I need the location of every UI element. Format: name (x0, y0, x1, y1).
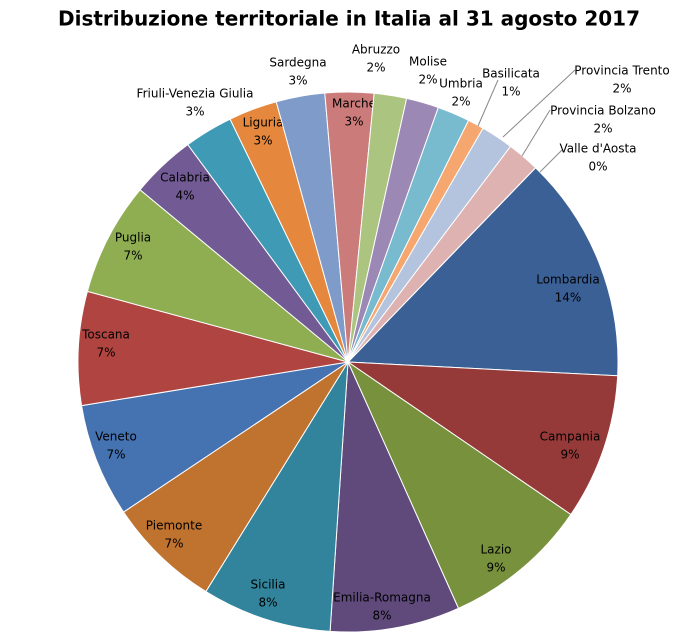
slice-value-label: 2% (366, 61, 385, 75)
slice-label: Calabria (160, 171, 210, 185)
slice-label: Provincia Bolzano (550, 104, 656, 118)
slice-label: Veneto (95, 430, 137, 444)
slice-value-label: 3% (253, 134, 272, 148)
slice-value-label: 4% (175, 189, 194, 203)
leader-line (521, 109, 551, 157)
slice-value-label: 0% (588, 160, 607, 174)
slice-label: Lombardia (536, 273, 600, 287)
slice-label: Basilicata (482, 67, 540, 81)
slice-label: Sicilia (251, 578, 286, 592)
slice-label: Abruzzo (352, 43, 400, 57)
slice-value-label: 7% (96, 346, 115, 360)
slice-label: Liguria (243, 116, 284, 130)
slice-label: Marche (332, 97, 376, 111)
slice-label: Puglia (115, 231, 151, 245)
pie-slice (86, 189, 349, 363)
slice-value-label: 7% (123, 249, 142, 263)
pie-slice (346, 360, 572, 610)
slice-label: Valle d'Aosta (559, 142, 636, 156)
slice-label: Sardegna (269, 56, 326, 70)
slice-value-label: 8% (372, 609, 391, 623)
pie-slice (347, 145, 537, 363)
slice-value-label: 2% (593, 122, 612, 136)
slice-value-label: 2% (451, 95, 470, 109)
slice-label: Molise (409, 55, 447, 69)
slice-label: Friuli-Venezia Giulia (137, 87, 254, 101)
slice-label: Campania (540, 430, 601, 444)
slice-value-label: 2% (418, 73, 437, 87)
slice-value-label: 9% (560, 448, 579, 462)
slice-value-label: 8% (258, 596, 277, 610)
leader-line (502, 69, 576, 138)
slice-value-label: 3% (288, 74, 307, 88)
slice-value-label: 14% (555, 291, 582, 305)
slice-value-label: 7% (164, 537, 183, 551)
slice-value-label: 9% (486, 561, 505, 575)
slice-label: Provincia Trento (574, 64, 669, 78)
slice-value-label: 7% (106, 448, 125, 462)
pie-slice (346, 361, 619, 516)
leader-line (539, 149, 563, 173)
slice-label: Toscana (81, 328, 130, 342)
slice-value-label: 3% (344, 115, 363, 129)
chart-title: Distribuzione territoriale in Italia al … (58, 7, 640, 31)
slice-label: Piemonte (146, 519, 202, 533)
pie-slice (329, 361, 460, 633)
pie-slice (122, 361, 349, 593)
slice-value-label: 2% (612, 82, 631, 96)
pie-slice (205, 361, 349, 632)
slice-value-label: 1% (501, 85, 520, 99)
slice-label: Emilia-Romagna (333, 591, 431, 605)
slice-label: Umbria (439, 77, 483, 91)
pie-slice (346, 167, 619, 377)
pie-slice (77, 290, 349, 407)
pie-slice (80, 361, 349, 513)
slice-label: Lazio (480, 543, 511, 557)
slice-value-label: 3% (185, 105, 204, 119)
leader-line (477, 79, 499, 127)
